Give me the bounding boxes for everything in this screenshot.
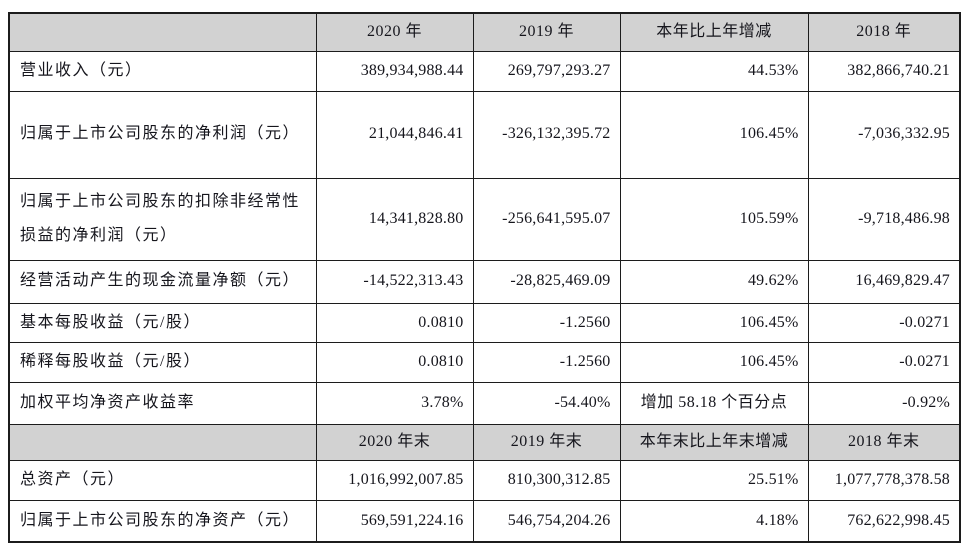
header-year-2020: 2020 年 <box>315 12 474 52</box>
value-cell: 382,866,740.21 <box>807 50 961 92</box>
header-yoy-change: 本年比上年增减 <box>619 12 809 52</box>
value-cell: -28,825,469.09 <box>472 259 621 304</box>
header-blank-cell <box>8 12 317 52</box>
row-label-cell: 经营活动产生的现金流量净额（元） <box>8 259 317 304</box>
value-cell: 106.45% <box>619 302 809 343</box>
row-label-cell: 营业收入（元） <box>8 50 317 92</box>
value-cell: -0.0271 <box>807 302 961 343</box>
value-cell: 增加 58.18 个百分点 <box>619 381 809 425</box>
value-cell: -9,718,486.98 <box>807 177 961 261</box>
value-cell: -0.92% <box>807 381 961 425</box>
table-row-net-assets: 归属于上市公司股东的净资产（元） 569,591,224.16 546,754,… <box>8 499 961 543</box>
financial-summary-table: 2020 年 2019 年 本年比上年增减 2018 年 营业收入（元） 389… <box>8 12 961 544</box>
value-cell: -1.2560 <box>472 302 621 343</box>
value-cell: -1.2560 <box>472 341 621 383</box>
table-row-weighted-avg-roe: 加权平均净资产收益率 3.78% -54.40% 增加 58.18 个百分点 -… <box>8 381 961 425</box>
value-cell: 4.18% <box>619 499 809 543</box>
row-label-cell: 加权平均净资产收益率 <box>8 381 317 425</box>
row-label-cell: 总资产（元） <box>8 459 317 501</box>
header-yearend-2018: 2018 年末 <box>807 423 961 461</box>
value-cell: 44.53% <box>619 50 809 92</box>
header-year-2019: 2019 年 <box>472 12 621 52</box>
header-yearend-change: 本年末比上年末增减 <box>619 423 809 461</box>
value-cell: 762,622,998.45 <box>807 499 961 543</box>
value-cell: 1,077,778,378.58 <box>807 459 961 501</box>
value-cell: -7,036,332.95 <box>807 90 961 179</box>
value-cell: 14,341,828.80 <box>315 177 474 261</box>
value-cell: 389,934,988.44 <box>315 50 474 92</box>
value-cell: -54.40% <box>472 381 621 425</box>
value-cell: 105.59% <box>619 177 809 261</box>
value-cell: -256,641,595.07 <box>472 177 621 261</box>
value-cell: -0.0271 <box>807 341 961 383</box>
row-label-cell: 归属于上市公司股东的净资产（元） <box>8 499 317 543</box>
row-label-cell: 归属于上市公司股东的净利润（元） <box>8 90 317 179</box>
value-cell: -326,132,395.72 <box>472 90 621 179</box>
value-cell: 546,754,204.26 <box>472 499 621 543</box>
value-cell: 810,300,312.85 <box>472 459 621 501</box>
value-cell: 16,469,829.47 <box>807 259 961 304</box>
table-row-operating-cash-flow: 经营活动产生的现金流量净额（元） -14,522,313.43 -28,825,… <box>8 259 961 304</box>
value-cell: 21,044,846.41 <box>315 90 474 179</box>
header-year-2018: 2018 年 <box>807 12 961 52</box>
value-cell: 0.0810 <box>315 341 474 383</box>
table-row-net-profit-excl-nonrecurring: 归属于上市公司股东的扣除非经常性损益的净利润（元） 14,341,828.80 … <box>8 177 961 261</box>
header-yearend-2019: 2019 年末 <box>472 423 621 461</box>
row-label-cell: 基本每股收益（元/股） <box>8 302 317 343</box>
value-cell: 106.45% <box>619 341 809 383</box>
value-cell: 1,016,992,007.85 <box>315 459 474 501</box>
table-header-row-annual: 2020 年 2019 年 本年比上年增减 2018 年 <box>8 12 961 52</box>
table-row-net-profit: 归属于上市公司股东的净利润（元） 21,044,846.41 -326,132,… <box>8 90 961 179</box>
value-cell: 49.62% <box>619 259 809 304</box>
table-header-row-yearend: 2020 年末 2019 年末 本年末比上年末增减 2018 年末 <box>8 423 961 461</box>
table-row-basic-eps: 基本每股收益（元/股） 0.0810 -1.2560 106.45% -0.02… <box>8 302 961 343</box>
value-cell: 0.0810 <box>315 302 474 343</box>
row-label-cell: 归属于上市公司股东的扣除非经常性损益的净利润（元） <box>8 177 317 261</box>
row-label-cell: 稀释每股收益（元/股） <box>8 341 317 383</box>
value-cell: 25.51% <box>619 459 809 501</box>
value-cell: -14,522,313.43 <box>315 259 474 304</box>
header-yearend-2020: 2020 年末 <box>315 423 474 461</box>
value-cell: 569,591,224.16 <box>315 499 474 543</box>
header-blank-cell <box>8 423 317 461</box>
value-cell: 106.45% <box>619 90 809 179</box>
value-cell: 269,797,293.27 <box>472 50 621 92</box>
table-row-operating-revenue: 营业收入（元） 389,934,988.44 269,797,293.27 44… <box>8 50 961 92</box>
table-row-diluted-eps: 稀释每股收益（元/股） 0.0810 -1.2560 106.45% -0.02… <box>8 341 961 383</box>
value-cell: 3.78% <box>315 381 474 425</box>
table-row-total-assets: 总资产（元） 1,016,992,007.85 810,300,312.85 2… <box>8 459 961 501</box>
